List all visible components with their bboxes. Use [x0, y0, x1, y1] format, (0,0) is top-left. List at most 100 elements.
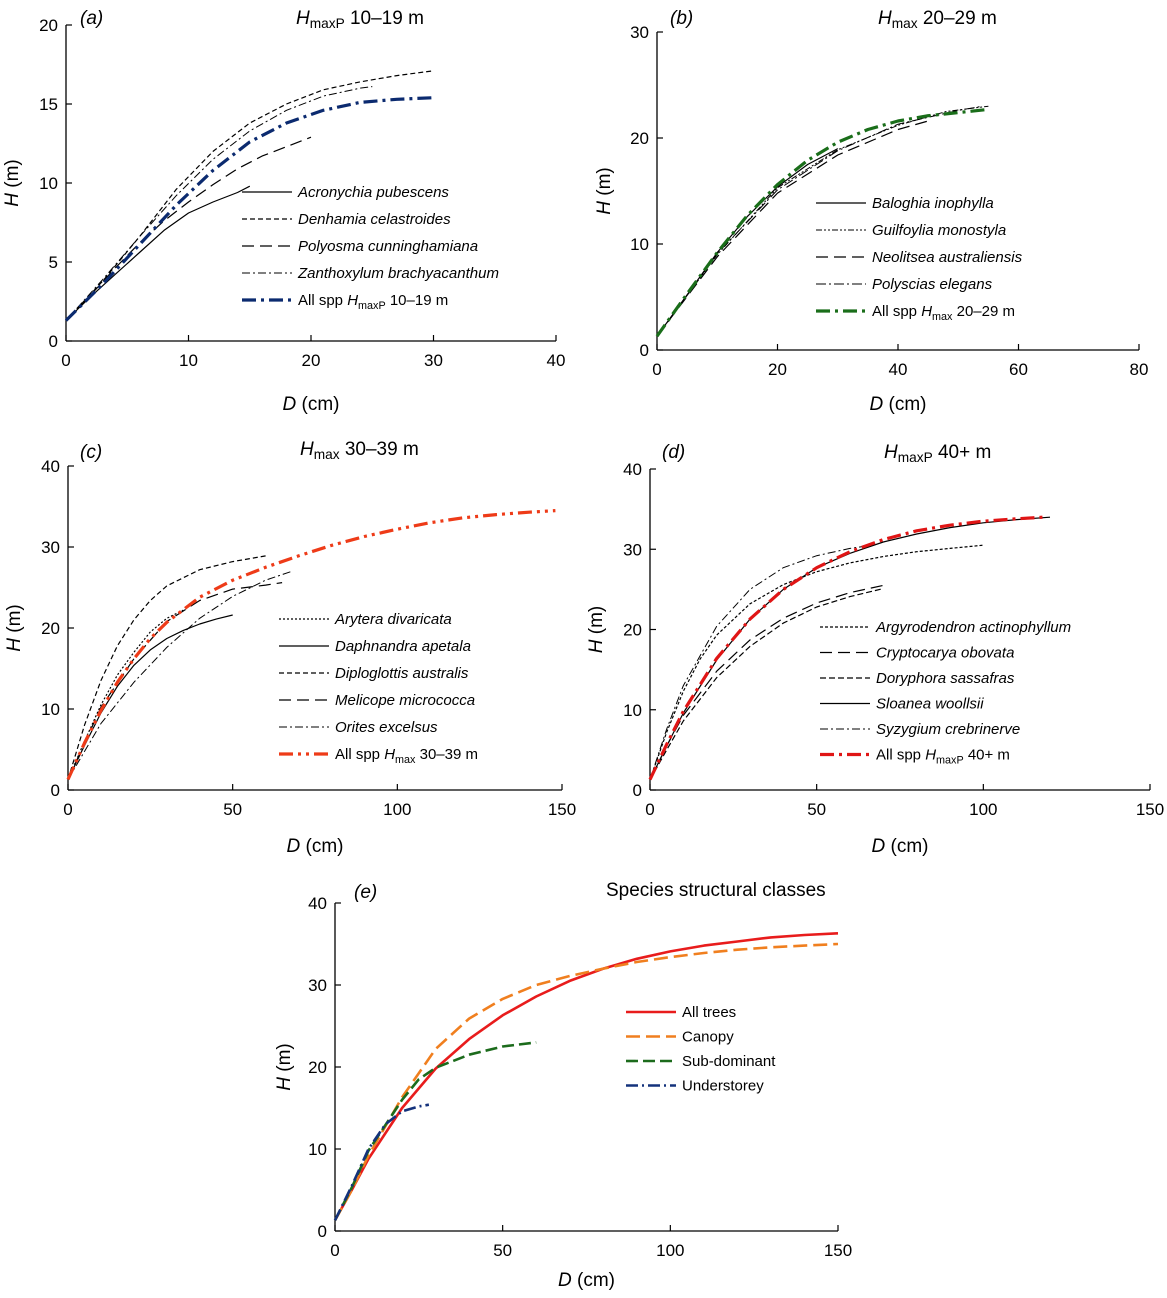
chart-title-part: maxP — [898, 450, 933, 465]
y-axis-label-part: (m) — [4, 604, 25, 638]
y-tick-label: 0 — [49, 332, 58, 351]
legend: Arytera divaricata Daphnandra apetala Dipl… — [279, 611, 478, 766]
y-tick-label: 20 — [308, 1058, 327, 1077]
chart-title-part: H — [296, 8, 310, 29]
chart-title-part: Species structural classes — [606, 880, 826, 901]
y-axis-label-part: (m) — [274, 1043, 295, 1077]
legend-entry-part: 30–39 m — [415, 746, 478, 763]
x-axis-label-part: D — [287, 836, 301, 857]
x-axis-label-part: (cm) — [296, 394, 339, 415]
legend-entry: Orites excelsus — [335, 719, 438, 736]
x-tick-label: 100 — [383, 800, 411, 819]
x-axis-label-part: (cm) — [883, 394, 926, 415]
legend: All trees Canopy Sub-dominant Understorey — [626, 1004, 776, 1095]
x-tick-label: 0 — [61, 351, 70, 370]
y-tick-label: 15 — [39, 95, 58, 114]
legend-entry: Neolitsea australiensis — [872, 249, 1023, 266]
x-tick-label: 10 — [179, 351, 198, 370]
y-axis-label-part: (m) — [2, 159, 23, 193]
legend-entry-part: 20–29 m — [952, 303, 1015, 320]
legend-entry: Syzygium crebrinerve — [876, 721, 1020, 738]
legend-entry-part: Orites excelsus — [335, 719, 438, 736]
y-tick-label: 0 — [633, 781, 642, 800]
legend-entry-part: Sub-dominant — [682, 1053, 776, 1070]
legend-entry-part: Acronychia pubescens — [297, 184, 449, 201]
chart-title-part: 20–29 m — [918, 8, 997, 29]
x-tick-label: 150 — [548, 800, 576, 819]
x-tick-label: 50 — [493, 1241, 512, 1260]
legend-entry-part: Denhamia celastroides — [298, 211, 451, 228]
y-tick-label: 0 — [318, 1222, 327, 1241]
legend-entry-part: All spp — [335, 746, 384, 763]
chart-title-part: H — [878, 8, 892, 29]
chart-title-part: max — [314, 447, 340, 462]
legend-entry-part: Baloghia inophylla — [872, 195, 994, 212]
y-axis-label-part: H — [594, 201, 615, 215]
legend-entry-part: Zanthoxylum brachyacanthum — [297, 265, 499, 282]
legend-entry: Melicope micrococca — [335, 692, 475, 709]
legend-entry: Canopy — [682, 1029, 734, 1046]
series-line-3 — [649, 588, 884, 780]
legend-entry-part: Melicope micrococca — [335, 692, 475, 709]
y-axis-label: H (m) — [4, 604, 25, 652]
series-line-3 — [67, 555, 266, 780]
x-tick-label: 0 — [652, 360, 661, 379]
y-tick-label: 30 — [630, 23, 649, 42]
legend-entry: All spp Hmax 20–29 m — [872, 303, 1015, 323]
y-tick-label: 30 — [308, 976, 327, 995]
chart-panel-4: 0 50 100 150 0 10 20 30 40 (d) HmaxP 40+ m D (cm) H … — [586, 442, 1164, 857]
y-tick-label: 30 — [41, 538, 60, 557]
chart-title-part: H — [300, 439, 314, 460]
y-axis-label-part: H — [274, 1077, 295, 1091]
series-line-1 — [65, 185, 251, 321]
chart-panel-5: 0 50 100 150 0 10 20 30 40 (e) Species structural … — [274, 880, 852, 1291]
legend-entry: Zanthoxylum brachyacanthum — [297, 265, 499, 282]
legend-entry: Sub-dominant — [682, 1053, 776, 1070]
series-line-4 — [67, 582, 283, 780]
series-line-3 — [333, 1041, 537, 1221]
chart-title-part: max — [892, 16, 918, 31]
series-line-4 — [333, 1103, 430, 1221]
x-axis-label: D (cm) — [287, 836, 344, 857]
legend-entry: All spp Hmax 30–39 m — [335, 746, 478, 766]
chart-title-part: H — [884, 442, 898, 463]
panel-label: (d) — [662, 442, 685, 463]
y-axis-label-part: (m) — [594, 167, 615, 201]
legend-entry-part: Guilfoylia monostyla — [872, 222, 1006, 239]
x-tick-label: 100 — [656, 1241, 684, 1260]
x-axis-label-part: D — [870, 394, 884, 415]
y-tick-label: 10 — [308, 1140, 327, 1159]
legend-entry-part: Sloanea woollsii — [876, 696, 984, 713]
series-line-5 — [67, 570, 293, 780]
chart-title-part: 10–19 m — [345, 8, 424, 29]
y-axis-label: H (m) — [2, 159, 23, 207]
y-tick-label: 0 — [640, 341, 649, 360]
panel-label: (c) — [80, 442, 102, 463]
x-tick-label: 20 — [302, 351, 321, 370]
series-line-1 — [333, 932, 839, 1221]
legend-entry-part: Argyrodendron actinophyllum — [875, 619, 1071, 636]
chart-title: Species structural classes — [606, 880, 826, 901]
legend-entry: Sloanea woollsii — [876, 696, 984, 713]
legend-entry-part: All spp — [298, 292, 347, 309]
y-tick-label: 10 — [41, 700, 60, 719]
x-tick-label: 0 — [645, 800, 654, 819]
x-axis-label-part: (cm) — [300, 836, 343, 857]
chart-panel-1: 0 10 20 30 40 0 5 10 15 20 (a) HmaxP 10–19 m D (cm) H… — [2, 8, 565, 415]
legend-entry: Polyscias elegans — [872, 276, 993, 293]
chart-title: Hmax 30–39 m — [300, 439, 419, 462]
y-tick-label: 20 — [630, 129, 649, 148]
legend-entry: Doryphora sassafras — [876, 670, 1015, 687]
chart-title-part: 30–39 m — [340, 439, 419, 460]
x-axis-label-part: D — [872, 836, 886, 857]
legend-entry-part: Arytera divaricata — [334, 611, 452, 628]
x-axis-label: D (cm) — [283, 394, 340, 415]
panel-label: (b) — [670, 8, 693, 29]
y-tick-label: 10 — [623, 701, 642, 720]
legend-entry-part: H — [921, 303, 932, 320]
x-axis-label-part: D — [283, 394, 297, 415]
x-axis-label-part: D — [558, 1270, 572, 1291]
x-axis-label: D (cm) — [870, 394, 927, 415]
legend-entry-part: All spp — [872, 303, 921, 320]
legend-entry-part: Canopy — [682, 1029, 734, 1046]
